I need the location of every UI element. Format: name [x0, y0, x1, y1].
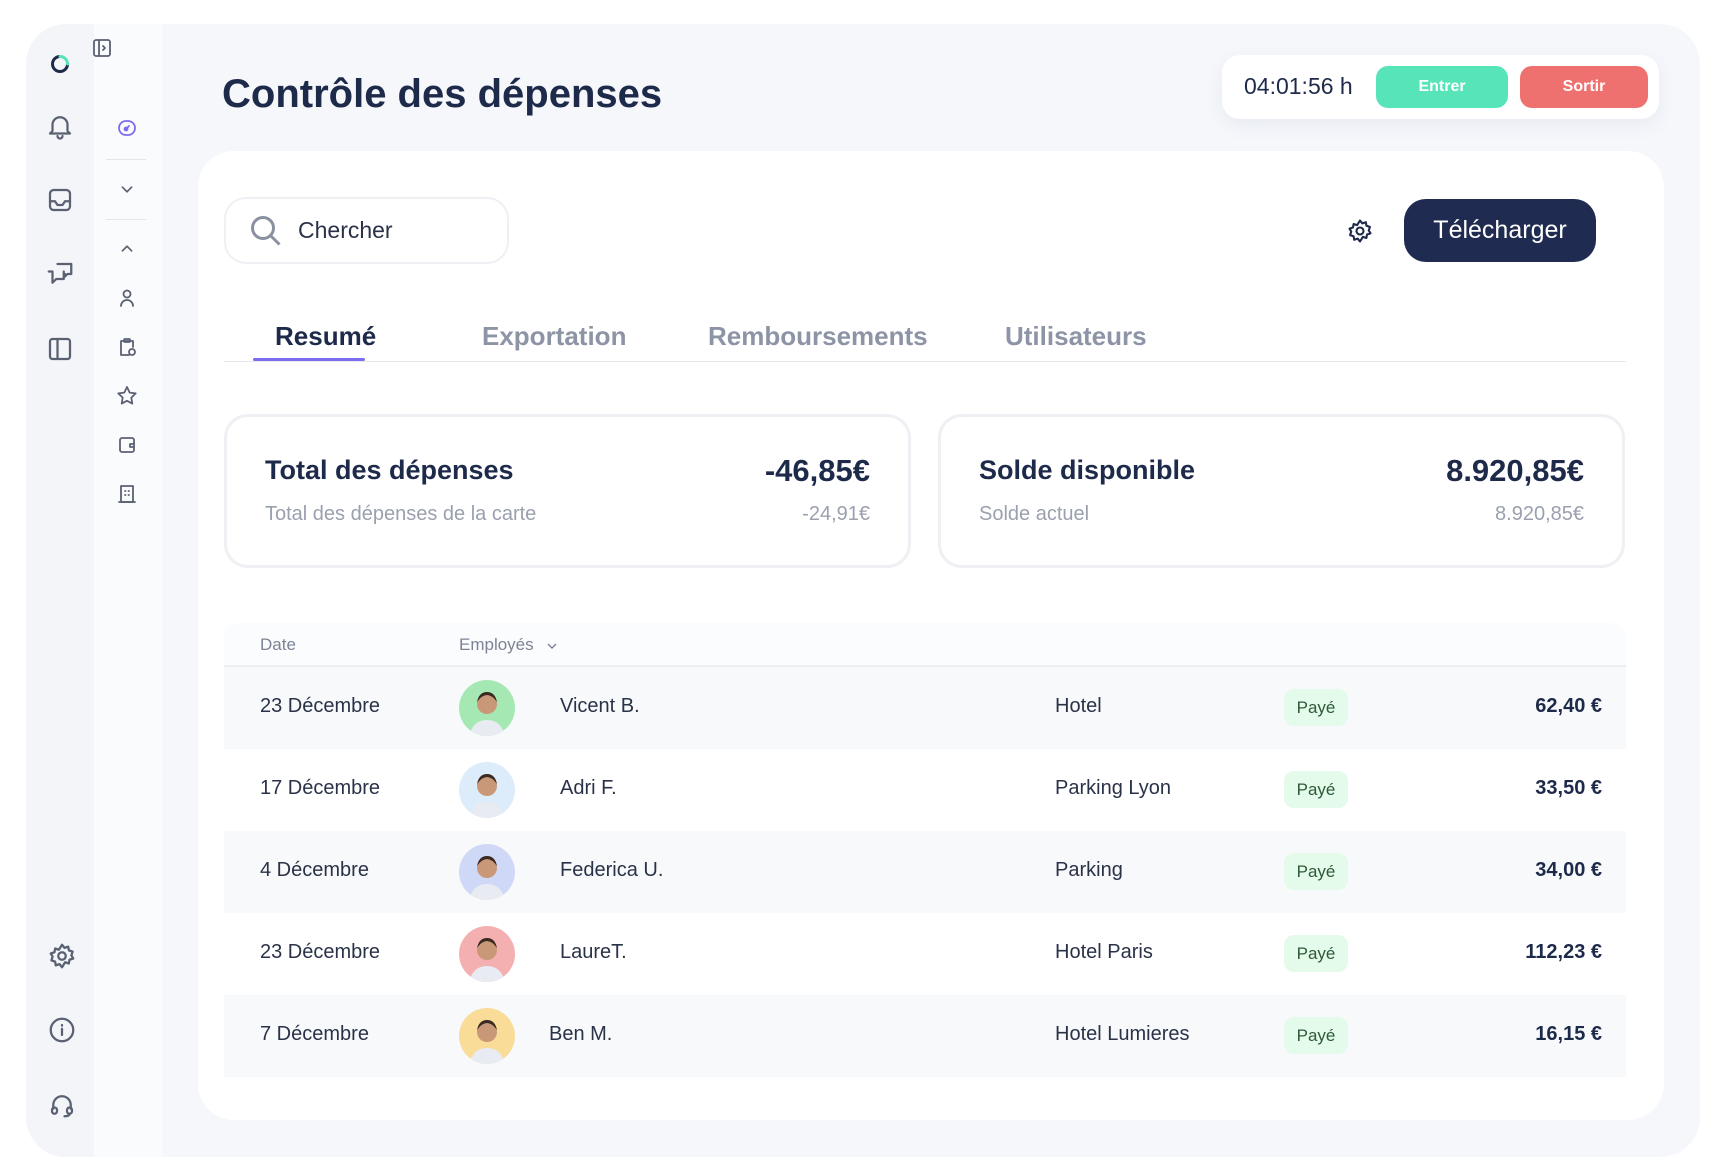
building-icon[interactable] — [109, 476, 145, 512]
chevron-down-icon[interactable] — [109, 171, 145, 207]
tabs-divider — [224, 361, 1626, 362]
column-header-employees[interactable]: Employés — [459, 635, 560, 655]
search-icon — [251, 215, 281, 246]
row-date: 7 Décembre — [260, 1023, 369, 1045]
employee-name: LaureT. — [560, 941, 627, 963]
row-category: Hotel — [1055, 695, 1102, 717]
row-category: Parking Lyon — [1055, 777, 1171, 799]
row-amount: 34,00 € — [1535, 859, 1602, 881]
chevron-down-icon — [547, 643, 557, 649]
row-amount: 16,15 € — [1535, 1023, 1602, 1045]
row-date: 23 Décembre — [260, 695, 381, 717]
tab-remboursements[interactable]: Remboursements — [708, 321, 928, 351]
row-date: 17 Décembre — [260, 777, 381, 799]
main-card: Télécharger Resumé Exportation Rembourse… — [198, 151, 1664, 1120]
divider — [106, 159, 146, 160]
stat-subtitle: Solde actuel — [979, 503, 1090, 525]
stat-value: 8.920,85€ — [1446, 453, 1584, 488]
stat-card-balance: Solde disponible 8.920,85€ Solde actuel … — [938, 414, 1625, 568]
avatar — [459, 680, 515, 736]
expand-panel-icon[interactable] — [84, 30, 120, 66]
tab-resume[interactable]: Resumé — [275, 321, 377, 351]
bell-icon[interactable] — [42, 108, 78, 144]
table-row[interactable]: 4 Décembre Federica U. Parking Payé 34,0… — [224, 831, 1626, 913]
primary-sidebar — [26, 24, 94, 1157]
page-title: Contrôle des dépenses — [222, 72, 663, 116]
download-button[interactable]: Télécharger — [1404, 199, 1596, 262]
column-header-date[interactable]: Date — [260, 635, 296, 654]
stat-card-expenses: Total des dépenses -46,85€ Total des dép… — [224, 414, 911, 568]
avatar — [459, 762, 515, 818]
stat-title: Total des dépenses — [265, 455, 514, 485]
row-amount: 112,23 € — [1525, 941, 1602, 963]
divider — [106, 219, 146, 220]
active-tab-indicator — [253, 358, 365, 361]
wallet-icon[interactable] — [109, 427, 145, 463]
search-box[interactable] — [224, 197, 509, 264]
stat-subvalue: -24,91€ — [802, 503, 870, 525]
status-badge: Payé — [1284, 853, 1348, 890]
settings-gear-icon[interactable] — [1342, 213, 1378, 249]
row-amount: 33,50 € — [1535, 777, 1602, 799]
column-header-label: Employés — [459, 635, 534, 654]
table-row[interactable]: 17 Décembre Adri F. Parking Lyon Payé 33… — [224, 749, 1626, 831]
user-icon[interactable] — [109, 280, 145, 316]
info-icon[interactable] — [44, 1012, 80, 1048]
star-icon[interactable] — [109, 378, 145, 414]
timer-display: 04:01:56 h — [1244, 73, 1353, 99]
exit-button[interactable]: Sortir — [1520, 66, 1648, 108]
employee-name: Vicent B. — [560, 695, 640, 717]
table-row[interactable]: 23 Décembre Vicent B. Hotel Payé 62,40 € — [224, 667, 1626, 749]
tab-utilisateurs[interactable]: Utilisateurs — [1005, 321, 1147, 351]
employee-name: Federica U. — [560, 859, 664, 881]
table-row[interactable]: 23 Décembre LaureT. Hotel Paris Payé 112… — [224, 913, 1626, 995]
secondary-sidebar — [93, 24, 162, 1157]
logo-icon[interactable] — [42, 46, 78, 82]
status-badge: Payé — [1284, 1017, 1348, 1054]
status-badge: Payé — [1284, 689, 1348, 726]
clipboard-clock-icon[interactable] — [109, 329, 145, 365]
row-category: Hotel Paris — [1055, 941, 1153, 963]
stat-subtitle: Total des dépenses de la carte — [265, 503, 537, 525]
table-row[interactable]: 7 Décembre Ben M. Hotel Lumieres Payé 16… — [224, 995, 1626, 1077]
inbox-icon[interactable] — [42, 182, 78, 218]
chat-icon[interactable] — [42, 256, 78, 292]
row-amount: 62,40 € — [1535, 695, 1602, 717]
gear-icon[interactable] — [44, 938, 80, 974]
row-date: 23 Décembre — [260, 941, 381, 963]
row-category: Hotel Lumieres — [1055, 1023, 1190, 1045]
employee-name: Adri F. — [560, 777, 617, 799]
avatar — [459, 1008, 515, 1064]
stat-subvalue: 8.920,85€ — [1495, 503, 1584, 525]
avatar — [459, 844, 515, 900]
chevron-up-icon[interactable] — [109, 231, 145, 267]
headset-icon[interactable] — [44, 1087, 80, 1123]
tab-exportation[interactable]: Exportation — [482, 321, 627, 351]
stat-title: Solde disponible — [979, 455, 1196, 485]
status-badge: Payé — [1284, 935, 1348, 972]
stat-value: -46,85€ — [764, 453, 870, 488]
dashboard-icon[interactable] — [109, 110, 145, 146]
status-badge: Payé — [1284, 771, 1348, 808]
avatar — [459, 926, 515, 982]
row-date: 4 Décembre — [260, 859, 369, 881]
employee-name: Ben M. — [549, 1023, 613, 1045]
enter-button[interactable]: Entrer — [1376, 66, 1508, 108]
table-header: Date Employés — [224, 623, 1626, 667]
row-category: Parking — [1055, 859, 1123, 881]
time-tracker: 04:01:56 h Entrer Sortir — [1222, 55, 1659, 119]
search-input[interactable] — [298, 217, 488, 244]
layout-icon[interactable] — [42, 331, 78, 367]
